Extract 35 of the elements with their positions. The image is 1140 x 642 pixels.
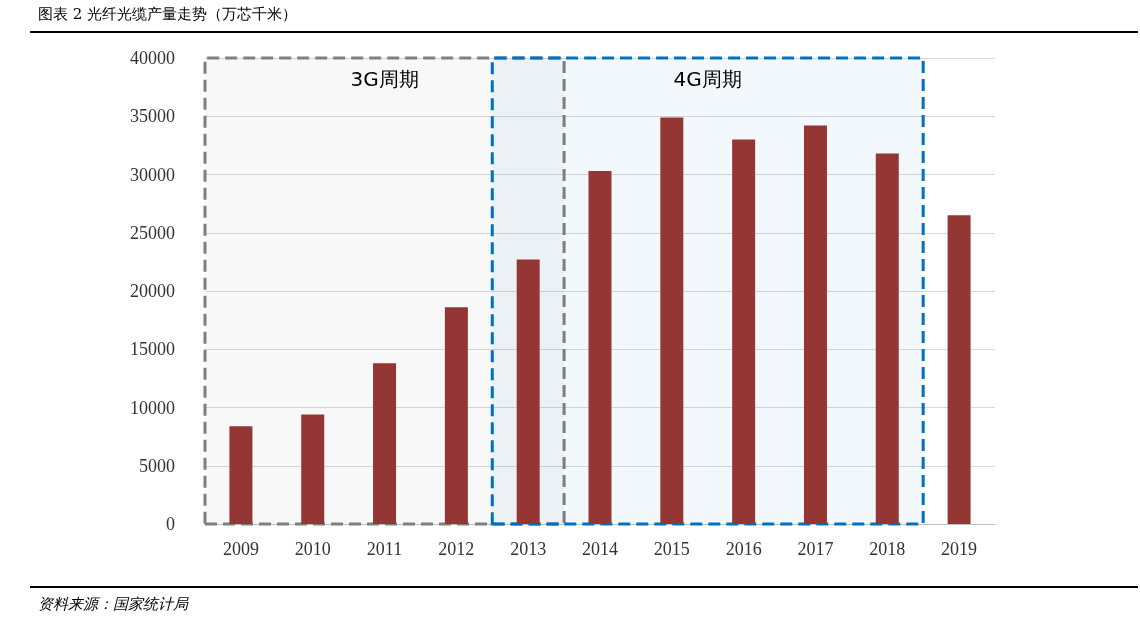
x-tick-label: 2015 [653,539,690,559]
bar [947,215,971,524]
y-tick-label: 5000 [139,455,175,476]
y-tick-label: 35000 [130,106,175,127]
y-tick-label: 30000 [130,164,175,185]
x-tick-label: 2011 [366,539,403,559]
x-tick-label: 2019 [941,539,978,559]
x-tick-label: 2017 [797,539,834,559]
x-tick-label: 2018 [869,539,906,559]
bar [660,117,684,524]
band-label: 3G周期 [350,66,419,91]
bar [229,426,253,524]
bar [444,307,468,524]
bar [803,125,827,524]
x-tick-label: 2013 [510,539,547,559]
x-tick-label: 2009 [222,539,259,559]
bar [588,171,612,524]
bar [516,259,540,524]
band-label: 4G周期 [673,66,742,91]
y-tick-label: 15000 [130,339,175,360]
y-tick-label: 0 [166,514,175,534]
x-tick-label: 2012 [438,539,475,559]
text: 资料来源：国家统计局 [38,595,188,614]
bar [875,153,899,524]
bar [301,414,325,524]
y-tick-label: 25000 [130,222,175,243]
y-tick-label: 20000 [130,281,175,301]
chart-title: 图表 2 光纤光缆产量走势（万芯千米） [38,5,298,24]
bar [373,363,397,524]
y-tick-label: 40000 [130,48,175,68]
x-tick-label: 2014 [582,539,618,559]
x-tick-label: 2016 [725,539,762,559]
y-tick-label: 10000 [130,397,175,418]
x-tick-label: 2010 [294,539,331,559]
bar [732,139,756,524]
